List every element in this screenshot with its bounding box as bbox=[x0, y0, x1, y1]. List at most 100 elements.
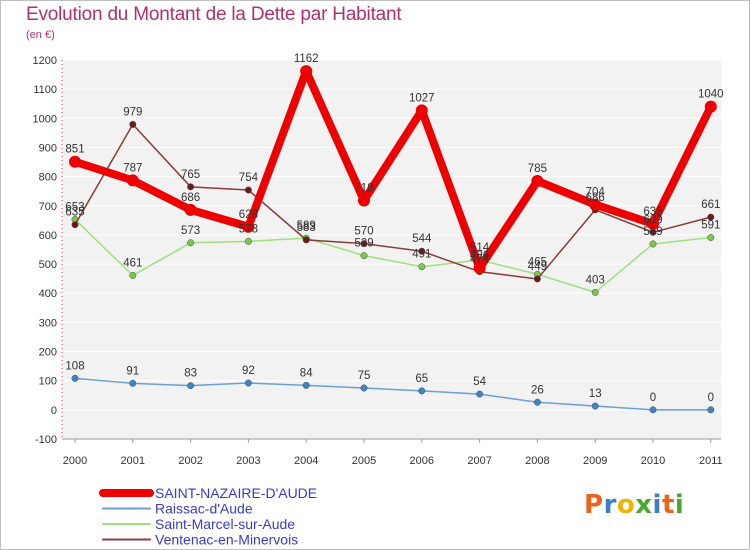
data-point bbox=[418, 247, 426, 255]
data-label: 449 bbox=[528, 261, 547, 273]
data-point bbox=[360, 240, 368, 248]
data-label: 573 bbox=[181, 225, 200, 237]
data-label: 54 bbox=[473, 376, 486, 388]
data-point bbox=[69, 155, 81, 168]
data-point bbox=[187, 239, 195, 247]
data-point bbox=[418, 263, 426, 271]
plot-area bbox=[62, 60, 721, 439]
x-tick-label: 2009 bbox=[583, 455, 607, 467]
x-tick-label: 2000 bbox=[63, 455, 87, 467]
data-label: 635 bbox=[65, 207, 84, 219]
y-tick-label: 500 bbox=[39, 259, 57, 271]
data-point bbox=[649, 240, 657, 248]
data-label: 785 bbox=[528, 163, 547, 175]
data-label: 83 bbox=[184, 368, 197, 380]
y-tick-label: 600 bbox=[39, 230, 57, 242]
legend-label: SAINT-NAZAIRE-D'AUDE bbox=[155, 485, 317, 501]
data-label: 979 bbox=[123, 106, 142, 118]
data-label: 578 bbox=[239, 223, 258, 235]
data-point bbox=[415, 104, 428, 117]
data-label: 486 bbox=[470, 250, 489, 262]
data-label: 686 bbox=[586, 192, 605, 204]
logo-letter: t bbox=[661, 490, 675, 520]
data-point bbox=[302, 236, 310, 244]
data-point bbox=[533, 398, 541, 406]
data-point bbox=[473, 262, 486, 275]
y-tick-label: 200 bbox=[39, 347, 57, 359]
data-label: 403 bbox=[586, 274, 605, 286]
y-tick-label: 1200 bbox=[33, 55, 57, 67]
data-point bbox=[187, 183, 195, 191]
data-point bbox=[531, 174, 544, 187]
data-label: 26 bbox=[531, 384, 544, 396]
data-point bbox=[591, 288, 599, 296]
data-point bbox=[129, 271, 137, 279]
y-tick-label: 400 bbox=[39, 288, 57, 300]
data-point bbox=[184, 203, 197, 216]
data-point bbox=[418, 387, 426, 395]
unit-label: (en €) bbox=[26, 29, 55, 41]
data-label: 529 bbox=[354, 238, 373, 250]
data-label: 13 bbox=[589, 388, 602, 400]
legend-label: Saint-Marcel-sur-Aude bbox=[155, 516, 295, 532]
x-tick-label: 2001 bbox=[121, 455, 145, 467]
y-tick-label: -100 bbox=[35, 434, 57, 446]
data-label: 92 bbox=[242, 365, 255, 377]
y-tick-label: 300 bbox=[39, 317, 57, 329]
data-point bbox=[360, 252, 368, 260]
data-point bbox=[707, 234, 715, 241]
data-label: 569 bbox=[643, 226, 662, 238]
y-tick-label: 800 bbox=[39, 172, 57, 184]
y-tick-label: 700 bbox=[39, 201, 57, 213]
data-label: 0 bbox=[650, 392, 656, 404]
data-point bbox=[244, 379, 252, 387]
y-tick-label: 1100 bbox=[33, 84, 57, 96]
x-tick-label: 2004 bbox=[294, 455, 318, 467]
data-label: 461 bbox=[123, 257, 142, 269]
data-point bbox=[300, 65, 313, 78]
data-label: 583 bbox=[297, 222, 316, 234]
logo-letter: x bbox=[635, 490, 653, 520]
data-label: 514 bbox=[470, 242, 490, 254]
data-label: 653 bbox=[65, 201, 84, 213]
data-point bbox=[707, 406, 715, 414]
data-point bbox=[129, 379, 137, 387]
data-label: 108 bbox=[65, 360, 84, 372]
logo-letter: r bbox=[603, 490, 617, 520]
data-label: 609 bbox=[643, 214, 662, 226]
legend-label: Ventenac-en-Minervois bbox=[155, 532, 298, 548]
data-label: 754 bbox=[239, 172, 259, 184]
data-point bbox=[71, 374, 79, 382]
data-label: 589 bbox=[297, 220, 316, 232]
data-point bbox=[242, 220, 255, 233]
y-tick-label: 900 bbox=[39, 142, 57, 154]
y-tick-label: 100 bbox=[39, 376, 57, 388]
data-point bbox=[649, 406, 657, 414]
y-tick-label: 1000 bbox=[33, 113, 57, 125]
data-point bbox=[129, 120, 137, 128]
data-label: 91 bbox=[126, 365, 139, 377]
x-tick-label: 2008 bbox=[525, 455, 549, 467]
logo-letter: P bbox=[584, 490, 604, 520]
data-label: 628 bbox=[239, 209, 258, 221]
data-point bbox=[358, 194, 370, 207]
data-point bbox=[360, 384, 368, 392]
data-label: 1027 bbox=[409, 92, 435, 104]
data-label: 84 bbox=[300, 367, 313, 379]
data-point bbox=[707, 213, 715, 221]
data-label: 465 bbox=[528, 256, 547, 268]
series-line-saint-marcel-sur-aude bbox=[74, 218, 712, 294]
logo-letter: o bbox=[616, 490, 636, 520]
data-point bbox=[476, 390, 484, 398]
chart-title: Evolution du Montant de la Dette par Hab… bbox=[26, 4, 402, 25]
data-label: 491 bbox=[412, 249, 431, 261]
data-point bbox=[647, 217, 659, 230]
data-point bbox=[591, 402, 599, 410]
data-point bbox=[244, 186, 252, 194]
legend-label: Raissac-d'Aude bbox=[155, 501, 253, 517]
data-label: 65 bbox=[415, 373, 428, 385]
data-point bbox=[302, 381, 310, 389]
data-label: 686 bbox=[181, 192, 200, 204]
x-tick-label: 2010 bbox=[641, 455, 665, 467]
x-tick-label: 2007 bbox=[467, 455, 491, 467]
